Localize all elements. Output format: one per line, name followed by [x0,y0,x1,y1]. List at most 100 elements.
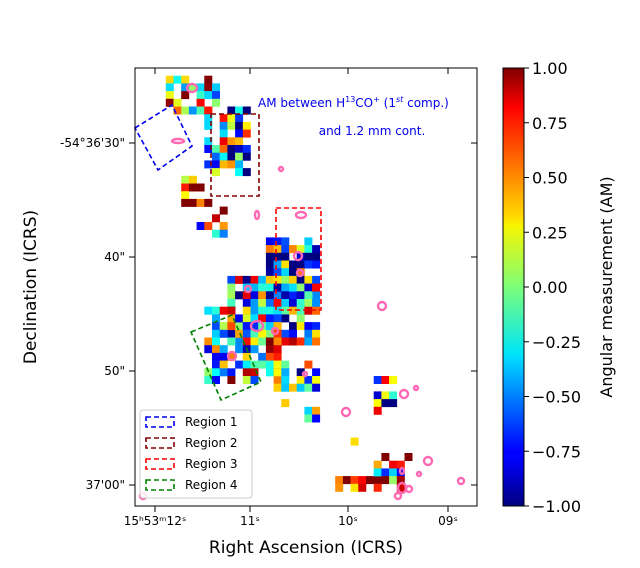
legend-swatch [145,416,175,428]
heat-cell [219,345,228,354]
heat-cell [165,91,174,100]
heat-cell [250,299,259,307]
heat-cell [204,145,213,153]
contour-ellipse [398,466,406,476]
heat-cell [212,160,220,169]
heat-cell [181,75,190,84]
heat-cell [273,383,282,392]
heat-cell [212,360,220,369]
heat-cell [281,275,290,284]
heat-cell [273,337,282,346]
heat-cell [312,260,321,269]
heat-cell [219,160,228,169]
heat-cell [289,306,297,315]
heat-cell [219,368,228,377]
heat-cell [165,83,174,92]
heat-cell [212,91,220,100]
x-tick-label: 11ˢ [240,514,260,528]
heat-cell [204,83,213,92]
heat-cell [312,283,321,292]
heat-cell [219,306,228,315]
heat-cell [250,345,259,354]
heat-cell [304,414,313,423]
legend-box [139,409,253,499]
heat-cell [373,399,382,408]
heat-cell [204,337,213,346]
region-4-box [189,313,263,402]
heat-cell [181,106,190,115]
heat-cell [281,245,290,254]
heat-cell [304,306,313,315]
heat-cell [227,368,236,377]
heat-cell [250,314,259,323]
y-axis: -54°36'30" 40" 50" 37'00" [60,136,477,492]
heat-cell [312,291,321,300]
heat-cell [219,152,228,161]
heat-cell [235,360,244,369]
heat-cell [304,291,313,300]
heat-cell [396,476,405,485]
y-tick-label: 50" [104,364,125,378]
heat-cell [273,306,282,315]
heat-cell [265,268,274,277]
colorbar-tick-label: −0.75 [532,442,581,461]
heat-cell [296,306,305,315]
heat-cell [204,376,213,384]
heat-cell [258,283,267,292]
x-tick-label: 10ˢ [338,514,358,528]
heat-cell [235,291,244,300]
heat-cell [265,360,274,369]
heat-cell [265,260,274,269]
heat-cell [312,322,321,331]
heat-cell [289,275,297,284]
colorbar-tick-label: 0.00 [532,278,568,297]
heat-cell [227,322,236,331]
contour-ellipse [412,384,420,392]
heat-cell [181,175,190,184]
heat-cell [196,222,205,230]
heat-cell [265,368,274,377]
heat-cell [289,383,297,392]
heat-cell [304,322,313,331]
heat-cell [242,283,251,292]
heat-cell [235,145,244,153]
heat-cell [273,275,282,284]
heat-cell [227,314,236,323]
heat-cell [173,106,182,115]
heat-cell [235,322,244,331]
heat-cell [258,360,267,369]
heat-cell [289,337,297,346]
heat-cell [227,152,236,161]
heat-cell [381,376,390,384]
heat-cell [281,299,290,307]
annotation-line-2: and 1.2 mm cont. [319,124,426,138]
heat-cell [227,137,236,146]
colorbar-tick-label: −0.50 [532,388,581,407]
heat-cell [258,299,267,307]
colorbar-tick-label: −1.00 [532,497,581,516]
heat-cell [242,314,251,323]
heat-cell [289,299,297,307]
heat-cell [258,352,267,361]
heat-cell [265,337,274,346]
heat-cell [212,98,220,107]
heat-cell [227,121,236,130]
y-axis-label: Declination (ICRS) [21,210,41,364]
colorbar-tick-label: 1.00 [532,59,568,78]
heat-cell [281,337,290,346]
y-tick-label: 40" [104,250,125,264]
heat-cell [396,460,405,469]
heat-cell [296,383,305,392]
heat-cell [289,291,297,300]
heat-cell [204,222,213,230]
x-axis-label: Right Ascension (ICRS) [209,538,403,558]
heat-cell [304,360,313,369]
heat-cell [265,329,274,338]
heat-cell [389,476,398,485]
heat-cell [281,360,290,369]
heat-cell [273,299,282,307]
heat-cell [304,245,313,254]
x-axis: 15ʰ53ᵐ12ˢ 11ˢ 10ˢ 09ˢ [124,68,458,528]
heat-cell [296,275,305,284]
